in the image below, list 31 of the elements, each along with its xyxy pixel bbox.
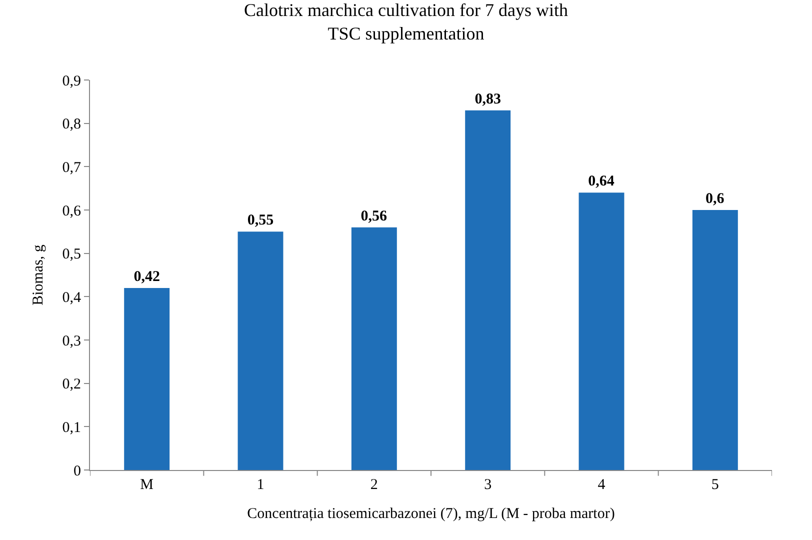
data-label: 0,56 <box>360 208 388 224</box>
y-tick-label: 0,2 <box>62 376 81 393</box>
x-tick-label: 1 <box>256 477 264 493</box>
data-label: 0,55 <box>247 212 274 229</box>
x-tick-label: 4 <box>598 477 606 493</box>
y-axis-title: Biomas, g <box>30 244 46 306</box>
data-label: 0,6 <box>706 191 725 207</box>
y-tick-label: 0,9 <box>62 73 81 90</box>
bar <box>351 227 397 470</box>
x-tick-label: 2 <box>370 477 378 493</box>
bar <box>124 288 170 470</box>
x-tick-label: 3 <box>484 477 492 493</box>
data-label: 0,42 <box>134 269 160 285</box>
y-tick-label: 0,6 <box>62 203 82 220</box>
y-tick-label: 0,5 <box>62 246 81 263</box>
y-tick-label: 0,7 <box>62 160 82 176</box>
y-tick-label: 0,4 <box>62 290 82 306</box>
bar <box>238 232 284 470</box>
y-tick-label: 0,8 <box>62 116 81 133</box>
y-tick-label: 0,3 <box>62 333 81 350</box>
chart-title: Calotrix marchica cultivation for 7 days with TSC supplementation <box>244 0 568 44</box>
x-axis-title: Concentrația tiosemicarbazonei (7), mg/L (M - proba martor) <box>247 506 615 522</box>
x-tick-label: 5 <box>711 477 719 493</box>
bar <box>578 192 624 470</box>
data-label: 0,83 <box>474 91 501 108</box>
bar <box>465 110 511 470</box>
x-tick-label: M <box>140 477 154 493</box>
bar <box>692 210 738 470</box>
data-label: 0,64 <box>588 174 615 190</box>
y-tick-label: 0,1 <box>62 420 81 436</box>
y-tick-label: 0 <box>74 463 81 480</box>
